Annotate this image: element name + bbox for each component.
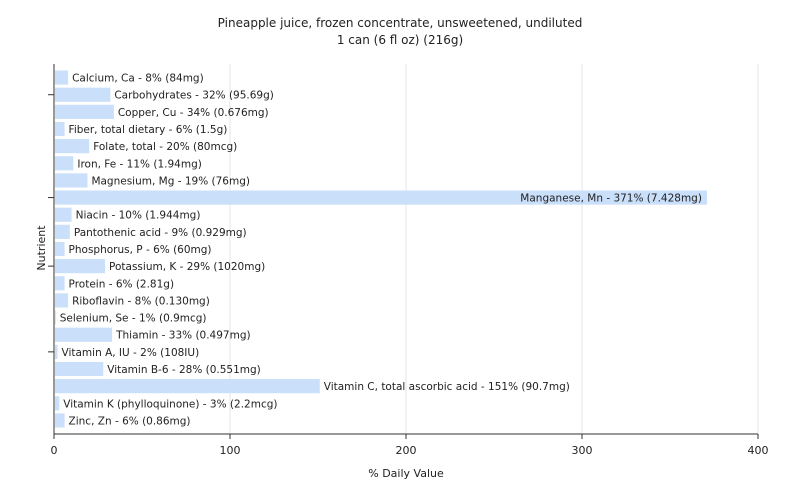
bar-19 bbox=[55, 396, 60, 411]
bar-label: Copper, Cu - 34% (0.676mg) bbox=[118, 107, 269, 119]
bar-label: Niacin - 10% (1.944mg) bbox=[76, 210, 201, 222]
bars-group: Calcium, Ca - 8% (84mg) Carbohydrates - 3… bbox=[55, 70, 707, 428]
y-ticks-group bbox=[48, 94, 54, 353]
gridlines bbox=[229, 64, 759, 434]
bar-label: Iron, Fe - 11% (1.94mg) bbox=[77, 158, 201, 170]
bar-label: Folate, total - 20% (80mcg) bbox=[93, 141, 237, 153]
bar-8 bbox=[55, 207, 72, 222]
x-axis-title: % Daily Value bbox=[368, 467, 444, 480]
x-tick-label: 200 bbox=[396, 444, 417, 457]
bar-0 bbox=[55, 70, 69, 85]
bar-label: Thiamin - 33% (0.497mg) bbox=[115, 330, 251, 342]
x-tick-label: 0 bbox=[51, 444, 58, 457]
bar-7 bbox=[55, 190, 707, 205]
x-tick-label: 400 bbox=[748, 444, 769, 457]
bar-label: Potassium, K - 29% (1020mg) bbox=[109, 261, 265, 273]
x-ticks-group: 0 100 200 300 400 bbox=[51, 434, 769, 457]
x-tick-label: 100 bbox=[220, 444, 241, 457]
bar-label: Selenium, Se - 1% (0.9mcg) bbox=[60, 313, 207, 325]
bar-label: Vitamin A, IU - 2% (108IU) bbox=[62, 347, 200, 359]
chart-subtitle: 1 can (6 fl oz) (216g) bbox=[337, 33, 463, 47]
bar-label: Protein - 6% (2.81g) bbox=[69, 278, 175, 290]
x-tick-label: 300 bbox=[572, 444, 593, 457]
bar-label: Fiber, total dietary - 6% (1.5g) bbox=[69, 124, 228, 136]
bar-14 bbox=[55, 310, 56, 325]
bar-5 bbox=[55, 156, 74, 171]
bar-18 bbox=[55, 379, 320, 394]
bar-label: Vitamin K (phylloquinone) - 3% (2.2mcg) bbox=[63, 398, 277, 410]
bar-11 bbox=[55, 259, 106, 274]
bar-label: Riboflavin - 8% (0.130mg) bbox=[72, 295, 210, 307]
bar-9 bbox=[55, 224, 70, 239]
bar-label: Carbohydrates - 32% (95.69g) bbox=[114, 90, 274, 102]
bar-label: Magnesium, Mg - 19% (76mg) bbox=[91, 175, 250, 187]
bar-label: Manganese, Mn - 371% (7.428mg) bbox=[520, 193, 702, 205]
y-axis-title: Nutrient bbox=[35, 225, 48, 271]
bar-15 bbox=[55, 327, 113, 342]
bar-label: Calcium, Ca - 8% (84mg) bbox=[72, 73, 204, 85]
bar-label: Vitamin B-6 - 28% (0.551mg) bbox=[107, 364, 261, 376]
bar-label: Phosphorus, P - 6% (60mg) bbox=[69, 244, 212, 256]
bar-label: Vitamin C, total ascorbic acid - 151% (9… bbox=[324, 381, 570, 393]
bar-label: Pantothenic acid - 9% (0.929mg) bbox=[74, 227, 247, 239]
bar-17 bbox=[55, 361, 104, 377]
bar-3 bbox=[55, 121, 65, 137]
bar-4 bbox=[55, 139, 90, 154]
bar-13 bbox=[55, 293, 69, 308]
bar-2 bbox=[55, 104, 114, 119]
bar-label: Zinc, Zn - 6% (0.86mg) bbox=[69, 415, 191, 427]
bar-6 bbox=[55, 173, 88, 188]
bar-10 bbox=[55, 241, 65, 257]
bar-20 bbox=[55, 413, 65, 428]
bar-1 bbox=[55, 87, 111, 102]
chart-title: Pineapple juice, frozen concentrate, uns… bbox=[218, 16, 583, 30]
bar-16 bbox=[55, 344, 58, 359]
bar-12 bbox=[55, 276, 65, 291]
